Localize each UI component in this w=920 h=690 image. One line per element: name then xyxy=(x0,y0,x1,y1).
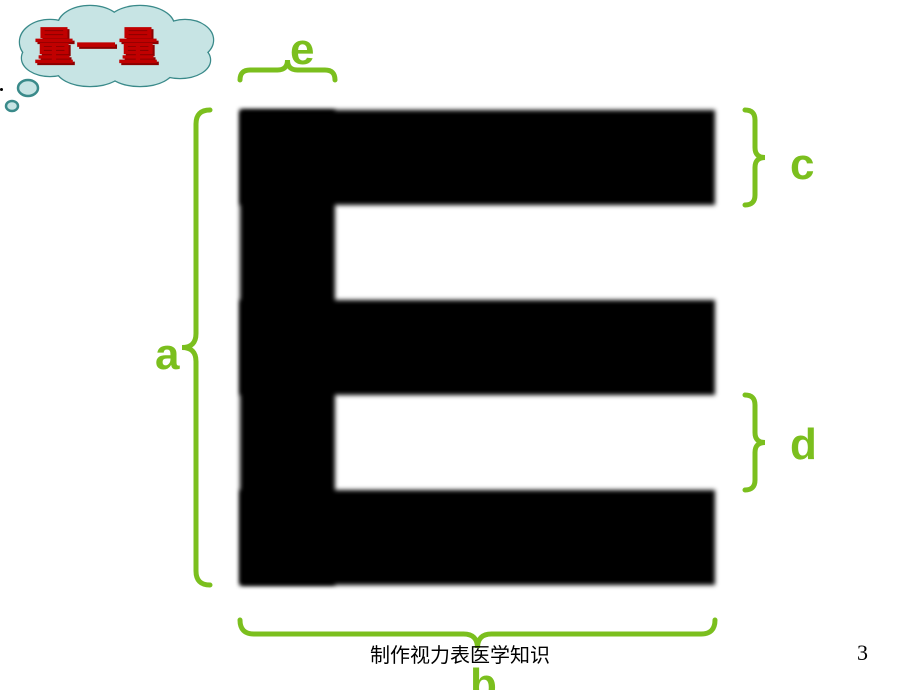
label-e: e xyxy=(290,25,314,75)
label-d: d xyxy=(790,420,817,470)
label-c: c xyxy=(790,140,814,190)
cloud-title: 量一量 xyxy=(34,14,160,72)
brace-c xyxy=(745,110,765,205)
center-dot xyxy=(406,336,410,340)
brace-d xyxy=(745,395,765,490)
cloud-callout: 量一量 xyxy=(0,0,230,120)
e-figure xyxy=(240,110,715,585)
e-arm-bottom xyxy=(240,490,715,585)
footer-text: 制作视力表医学知识 xyxy=(370,639,550,668)
page-number: 3 xyxy=(857,640,868,666)
e-arm-middle xyxy=(240,300,715,395)
e-letter xyxy=(240,110,715,585)
label-a: a xyxy=(155,330,179,380)
brace-a xyxy=(182,110,210,585)
corner-dot xyxy=(0,88,3,91)
brace-e xyxy=(240,60,335,80)
e-arm-top xyxy=(240,110,715,205)
